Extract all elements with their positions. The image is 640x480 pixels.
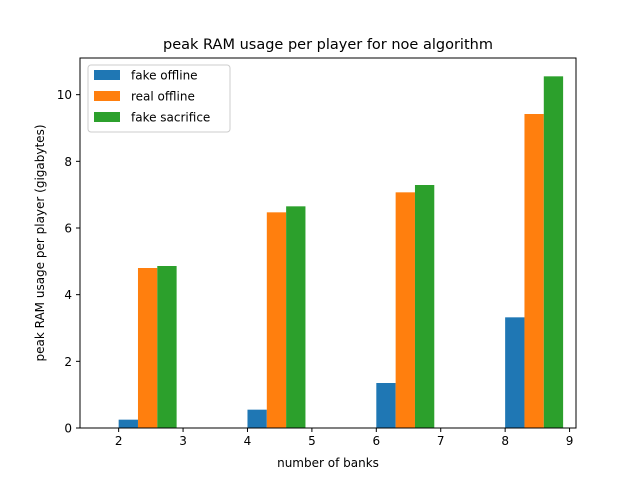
legend-swatch-fake-offline <box>94 70 120 80</box>
legend-swatch-real-offline <box>94 91 120 101</box>
bar-fake-offline-8 <box>505 317 525 428</box>
bar-fake-offline-2 <box>118 419 138 428</box>
bar-real-offline-4 <box>266 212 287 428</box>
y-axis-ticks: 0 2 4 6 8 10 <box>57 88 80 436</box>
y-tick-label: 6 <box>64 222 72 236</box>
x-tick-label: 5 <box>308 434 316 448</box>
x-tick-label: 6 <box>372 434 380 448</box>
x-axis-ticks: 2 3 4 5 6 7 8 9 <box>115 428 574 448</box>
legend-label-fake-sacrifice: fake sacrifice <box>131 111 210 125</box>
y-tick-label: 8 <box>64 155 72 169</box>
legend-label-fake-offline: fake offline <box>131 69 198 83</box>
legend-swatch-fake-sacrifice <box>94 112 120 122</box>
x-tick-label: 7 <box>437 434 445 448</box>
x-tick-label: 4 <box>244 434 252 448</box>
bar-fake-offline-4 <box>247 409 267 428</box>
bars-layer <box>118 76 564 428</box>
legend-box <box>87 64 231 133</box>
x-tick-label: 3 <box>179 434 187 448</box>
x-tick-label: 9 <box>566 434 574 448</box>
bar-fake-sacrifice-8 <box>543 76 564 428</box>
y-tick-label: 0 <box>64 422 72 436</box>
legend-label-real-offline: real offline <box>131 90 195 104</box>
bar-real-offline-8 <box>524 114 544 428</box>
bar-fake-sacrifice-6 <box>414 185 435 428</box>
legend: fake offline real offline fake sacrifice <box>87 64 231 133</box>
plot-frame <box>79 57 577 429</box>
x-tick-label: 2 <box>115 434 123 448</box>
bar-real-offline-6 <box>395 192 415 428</box>
x-tick-label: 8 <box>501 434 509 448</box>
bar-fake-sacrifice-4 <box>286 206 306 428</box>
bar-fake-sacrifice-2 <box>157 266 177 428</box>
y-tick-label: 2 <box>64 355 72 369</box>
y-axis-label: peak RAM usage per player (gigabytes) <box>33 125 47 362</box>
chart-title: peak RAM usage per player for noe algori… <box>163 37 493 53</box>
x-axis-label: number of banks <box>277 456 379 470</box>
y-tick-label: 4 <box>64 288 72 302</box>
y-tick-label: 10 <box>57 88 72 102</box>
bar-real-offline-2 <box>137 268 158 428</box>
bar-fake-offline-6 <box>376 383 396 428</box>
